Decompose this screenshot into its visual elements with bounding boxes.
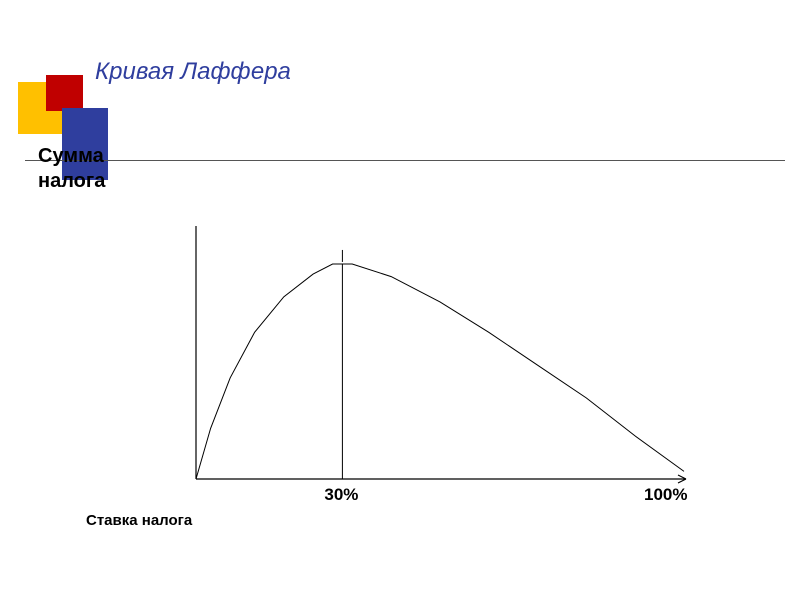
laffer-chart bbox=[190, 220, 690, 485]
xtick-30: 30% bbox=[324, 485, 358, 505]
y-axis-label: Сумма налога bbox=[38, 144, 105, 194]
y-axis-label-line1: Сумма bbox=[38, 144, 105, 169]
xtick-100: 100% bbox=[644, 485, 687, 505]
slide-title: Кривая Лаффера bbox=[95, 58, 291, 86]
title-rule bbox=[25, 160, 785, 161]
x-axis-label: Ставка налога bbox=[86, 512, 192, 529]
y-axis-label-line2: налога bbox=[38, 169, 105, 194]
deco-square-red bbox=[46, 75, 83, 111]
slide-root: Кривая Лаффера Сумма налога 30% 100% Ста… bbox=[0, 0, 800, 600]
